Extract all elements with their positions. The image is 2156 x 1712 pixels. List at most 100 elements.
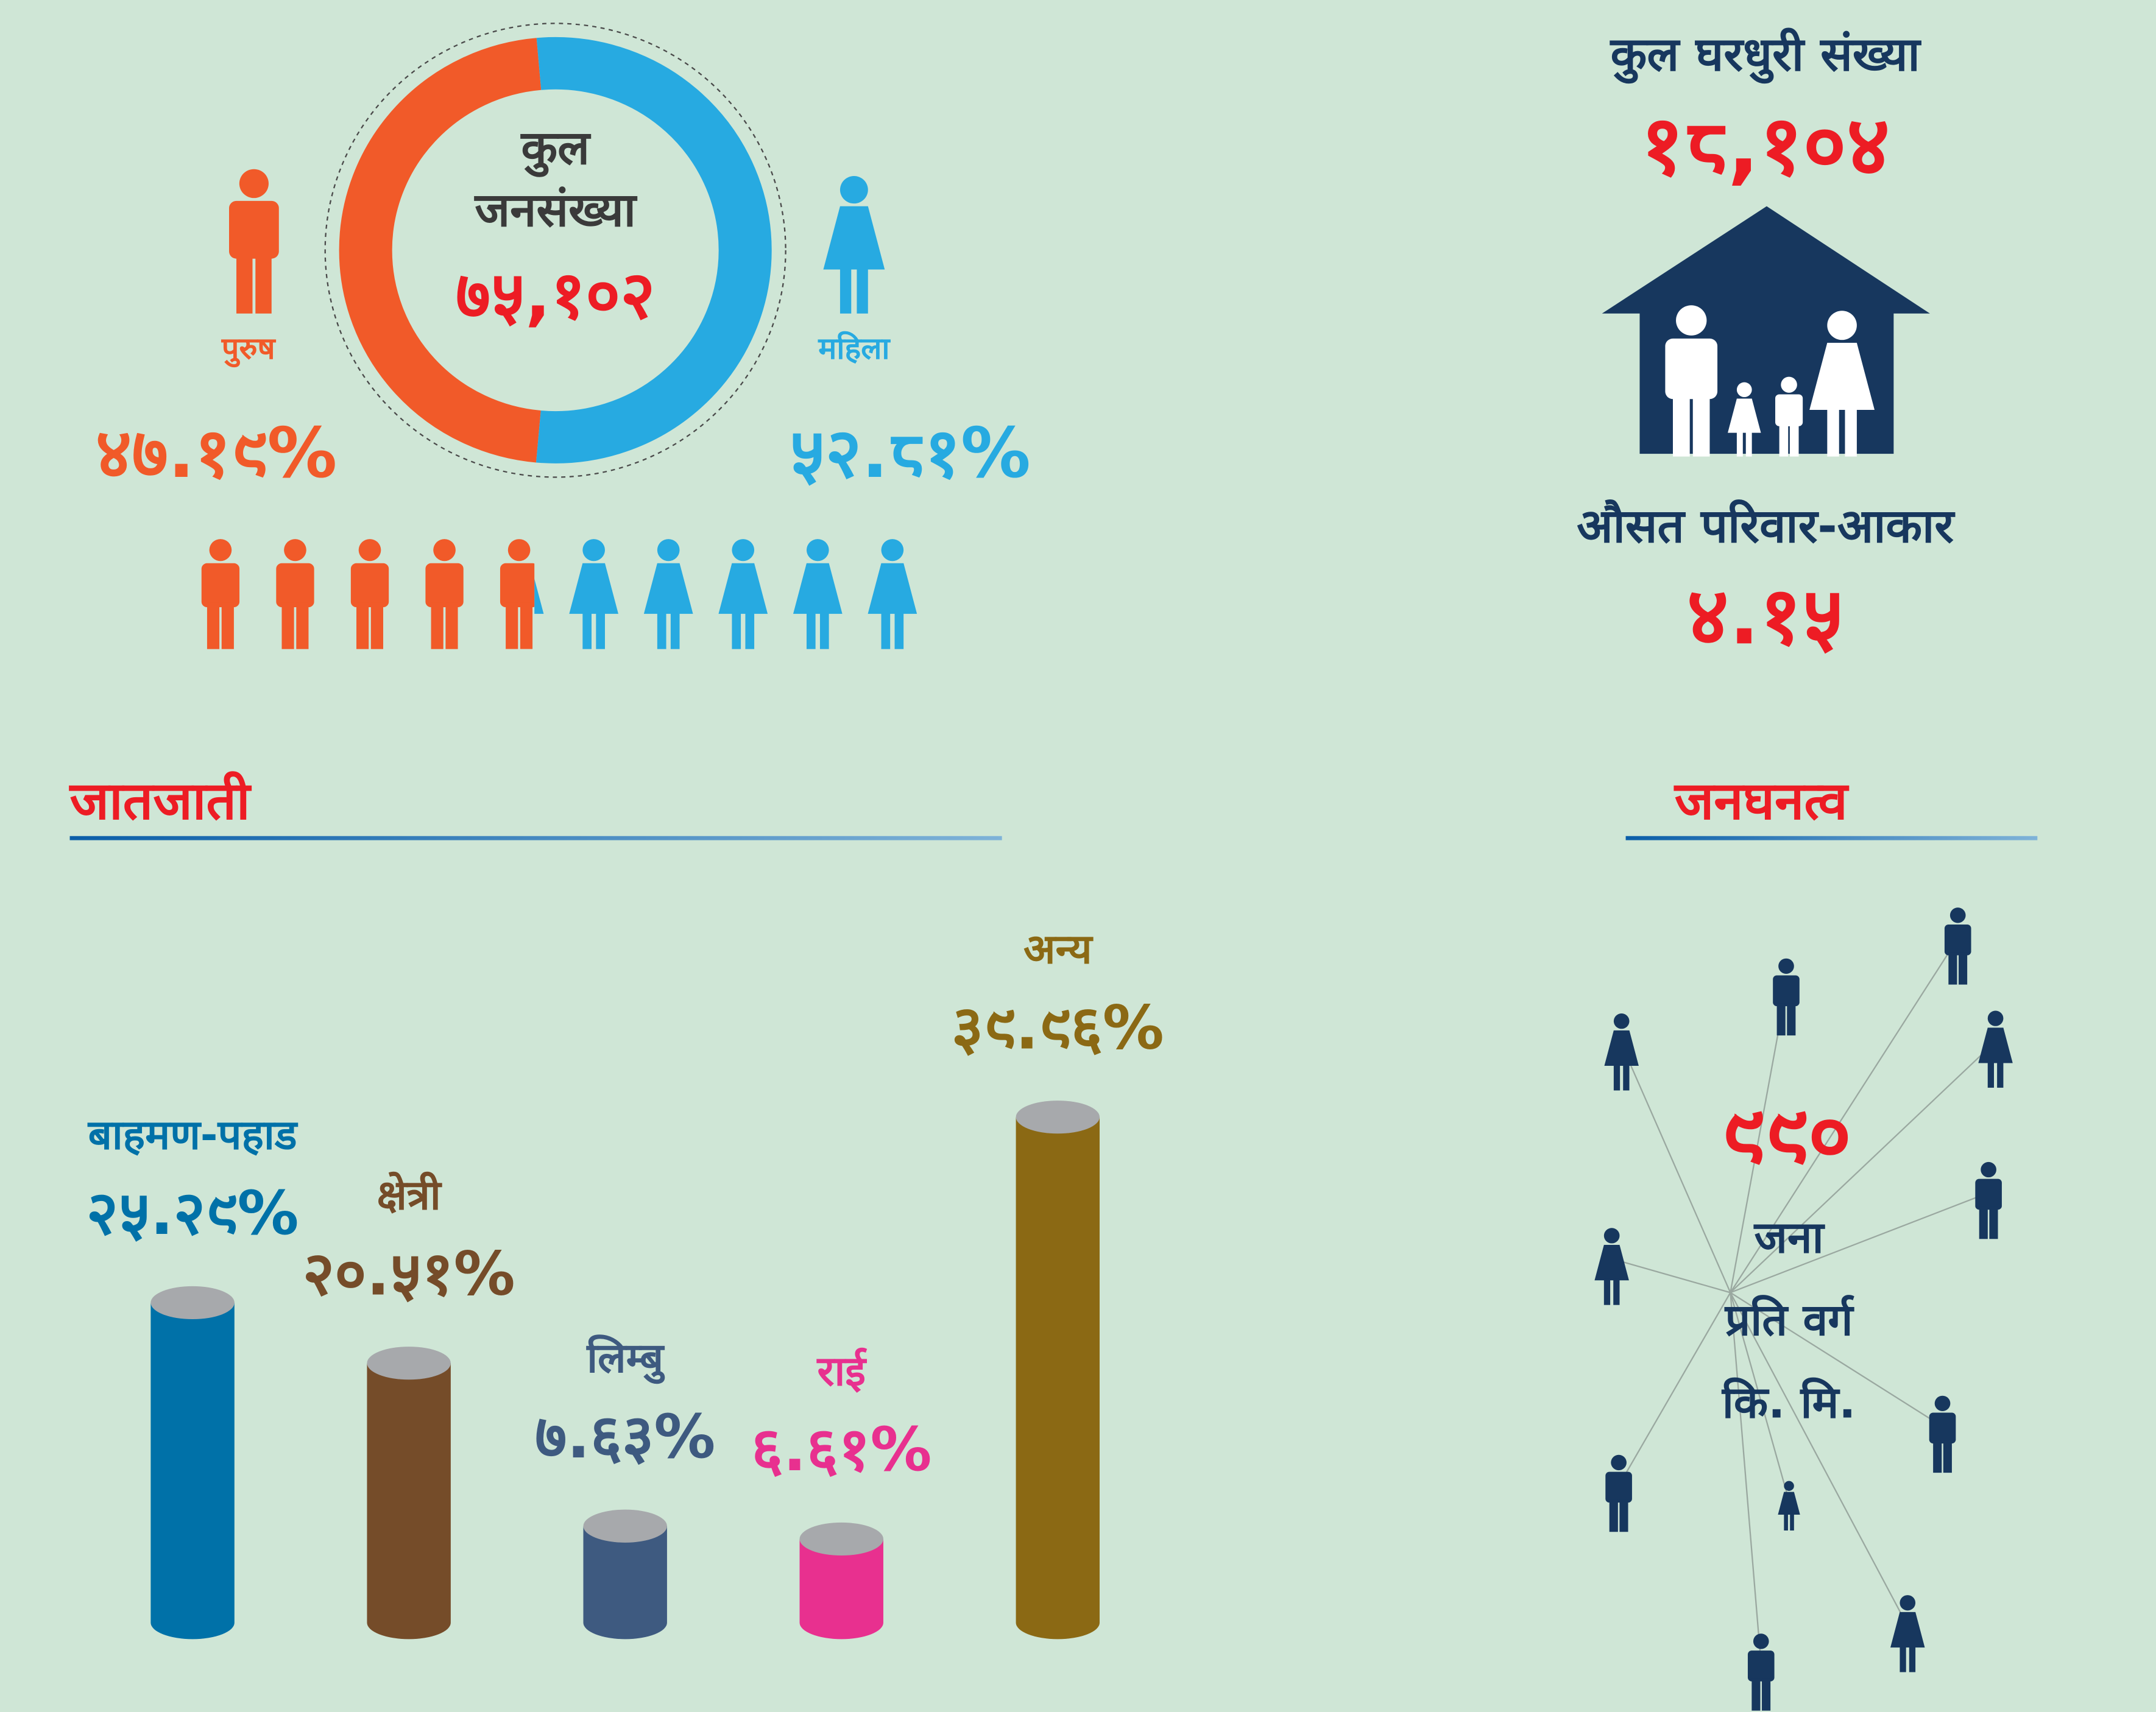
icon-leg: [445, 603, 458, 649]
icon-body: [1775, 394, 1803, 426]
icon-leg: [1909, 1646, 1915, 1672]
bar-category: राई: [816, 1347, 868, 1395]
icon-leg: [1623, 1064, 1629, 1090]
icon-leg: [1900, 1646, 1906, 1672]
icon-head: [1784, 1481, 1794, 1491]
icon-head: [1676, 305, 1706, 336]
icon-leg: [371, 603, 383, 649]
icon-leg: [1777, 1003, 1786, 1035]
icon-body: [425, 563, 463, 607]
icon-leg: [1780, 423, 1789, 457]
icon-leg: [1988, 1062, 1994, 1088]
female-label: महिला: [818, 331, 891, 366]
households-title: कुल घरधुरी संख्या: [1610, 27, 1922, 83]
icon-head: [1753, 1633, 1769, 1649]
density-unit: जना: [1753, 1212, 1825, 1263]
population-total: ७५,१०२: [456, 257, 656, 334]
icon-leg: [1790, 1513, 1794, 1531]
icon-leg: [255, 253, 271, 314]
icon-head: [882, 539, 904, 561]
bar-category: अन्य: [1023, 926, 1094, 973]
bar-top: [1016, 1101, 1100, 1133]
bar: [1016, 1117, 1100, 1639]
icon-leg: [222, 603, 234, 649]
icon-leg: [732, 611, 741, 649]
bar-top: [150, 1286, 234, 1319]
icon-leg: [1790, 423, 1799, 457]
icon-leg: [820, 611, 829, 649]
icon-leg: [1604, 1279, 1610, 1305]
bar: [150, 1303, 234, 1639]
icon-head: [732, 539, 754, 561]
icon-leg: [296, 603, 308, 649]
icon-head: [1988, 1011, 2004, 1026]
icon-leg: [1997, 1062, 2003, 1088]
icon-leg: [857, 267, 868, 314]
bar-value-label: २०.५१%: [303, 1238, 515, 1309]
density-title: जनघनत्व: [1674, 771, 1850, 831]
icon-head: [210, 539, 232, 561]
icon-head: [1611, 1455, 1627, 1470]
icon-leg: [840, 267, 851, 314]
icon-body: [1605, 1472, 1632, 1503]
icon-body: [1665, 339, 1717, 399]
icon-head: [807, 539, 829, 561]
icon-leg: [236, 253, 252, 314]
icon-head: [1935, 1396, 1951, 1411]
icon-head: [1781, 377, 1797, 393]
icon-leg: [1787, 1003, 1795, 1035]
icon-head: [657, 539, 680, 561]
icon-body: [1773, 976, 1800, 1007]
bar-value-label: २५.२९%: [87, 1178, 299, 1249]
icon-body: [1748, 1650, 1775, 1682]
icon-head: [433, 539, 456, 561]
icon-leg: [582, 611, 592, 649]
icon-head: [359, 539, 381, 561]
icon-head: [1900, 1595, 1915, 1610]
icon-leg: [1827, 407, 1839, 456]
icon-leg: [882, 611, 891, 649]
density-unit: प्रति वर्ग: [1724, 1294, 1855, 1345]
icon-leg: [207, 603, 219, 649]
icon-leg: [1693, 393, 1710, 456]
icon-head: [582, 539, 605, 561]
icon-head: [1614, 1013, 1630, 1029]
bar: [367, 1363, 450, 1639]
bar-category: लिम्बु: [585, 1334, 665, 1384]
icon-leg: [1933, 1440, 1942, 1473]
icon-head: [1778, 959, 1794, 974]
icon-head: [1737, 382, 1752, 397]
female-percent: ५२.८१%: [789, 413, 1030, 493]
icon-head: [1827, 311, 1857, 340]
icon-head: [1950, 907, 1966, 923]
icon-body: [351, 563, 389, 607]
title-underline: [70, 836, 1002, 840]
icon-head: [1604, 1228, 1620, 1243]
icon-body: [1975, 1179, 2002, 1210]
icon-body: [202, 563, 239, 607]
icon-body: [229, 201, 279, 259]
icon-leg: [1746, 431, 1752, 456]
icon-leg: [1959, 953, 1967, 985]
ethnicity-title: जातजाती: [69, 771, 252, 831]
icon-leg: [1845, 407, 1856, 456]
density-value: ९९०: [1721, 1088, 1851, 1184]
icon-leg: [1989, 1207, 1998, 1239]
bar-category: क्षेत्री: [377, 1171, 442, 1219]
icon-body: [1945, 925, 1971, 956]
icon-leg: [671, 611, 680, 649]
family-size-value: ४.१५: [1687, 570, 1844, 663]
households-value: १८,१०४: [1641, 98, 1890, 194]
icon-leg: [1943, 1440, 1952, 1473]
male-label: पुरुष: [221, 331, 277, 368]
icon-head: [508, 539, 531, 561]
icon-leg: [596, 611, 605, 649]
male-percent: ४७.१९%: [96, 413, 337, 493]
density-unit: कि. मि.: [1721, 1377, 1856, 1428]
bar-value-label: ७.६३%: [535, 1401, 715, 1472]
title-underline: [1626, 836, 2038, 840]
icon-leg: [1614, 1064, 1620, 1090]
icon-leg: [1751, 1679, 1760, 1711]
icon-leg: [745, 611, 754, 649]
icon-leg: [1948, 953, 1957, 985]
